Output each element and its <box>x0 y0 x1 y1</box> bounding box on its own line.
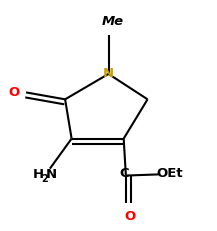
Text: Me: Me <box>102 15 124 28</box>
Text: O: O <box>8 86 20 99</box>
Text: C: C <box>119 167 128 180</box>
Text: OEt: OEt <box>156 167 183 180</box>
Text: 2: 2 <box>41 174 48 184</box>
Text: O: O <box>125 210 136 223</box>
Text: H: H <box>33 168 44 181</box>
Text: N: N <box>103 67 114 80</box>
Text: N: N <box>46 168 57 181</box>
